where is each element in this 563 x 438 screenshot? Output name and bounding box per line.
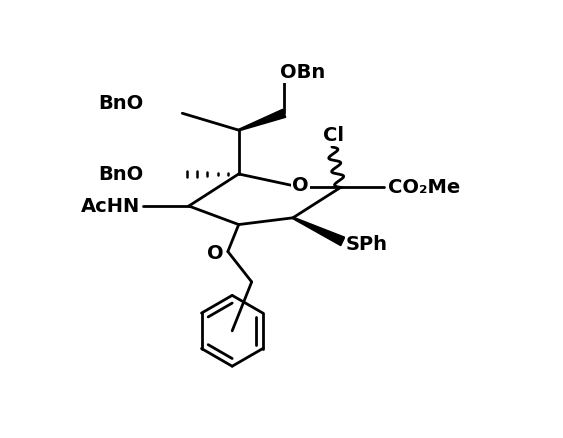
Text: OBn: OBn [280, 64, 325, 82]
Text: BnO: BnO [98, 165, 143, 184]
Text: Cl: Cl [323, 126, 344, 145]
Text: O: O [292, 176, 309, 195]
Text: BnO: BnO [98, 94, 143, 113]
Text: O: O [207, 244, 223, 263]
Polygon shape [293, 217, 345, 246]
Text: CO₂Me: CO₂Me [388, 178, 461, 197]
Polygon shape [238, 110, 285, 131]
Text: SPh: SPh [346, 235, 388, 254]
Text: AcHN: AcHN [81, 197, 140, 216]
